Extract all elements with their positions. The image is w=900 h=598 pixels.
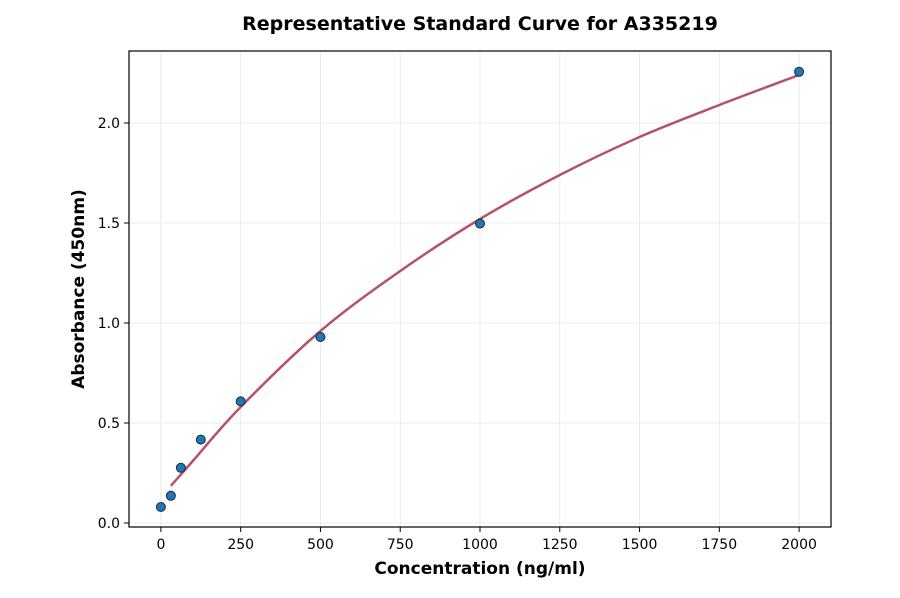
data-point: [235, 396, 246, 407]
x-tick-label: 1000: [462, 537, 498, 553]
y-tick-label: 2.0: [98, 116, 120, 132]
data-point: [315, 332, 326, 342]
plot-frame: [128, 50, 832, 528]
y-tick-label: 1.0: [98, 316, 120, 332]
x-tick-label: 250: [227, 537, 254, 553]
x-tick-label: 1750: [701, 537, 737, 553]
x-tick-label: 1500: [622, 537, 658, 553]
data-point: [155, 502, 166, 512]
data-point: [175, 462, 186, 473]
x-tick-label: 1250: [542, 537, 578, 553]
data-marks: [155, 66, 805, 512]
x-tick-label: 2000: [781, 537, 817, 553]
chart-title: Representative Standard Curve for A33521…: [242, 13, 718, 35]
fit-curve: [169, 73, 800, 487]
axis-ticks: 0 250 500 750 1000 1250 1500 1750 2000 0.0 0.5 1.0 1…: [98, 116, 817, 553]
data-point: [165, 490, 176, 501]
data-point: [195, 434, 206, 445]
x-axis-label: Concentration (ng/ml): [374, 559, 585, 579]
grid: [129, 51, 831, 527]
y-tick-label: 0.5: [98, 416, 120, 432]
y-tick-label: 1.5: [98, 216, 120, 232]
x-tick-label: 0: [156, 537, 165, 553]
y-tick-label: 0.0: [98, 516, 120, 532]
y-axis-label: Absorbance (450nm): [69, 189, 89, 389]
data-point: [794, 66, 805, 77]
data-point: [475, 218, 485, 229]
x-tick-label: 750: [387, 537, 414, 553]
x-tick-label: 500: [307, 537, 334, 553]
